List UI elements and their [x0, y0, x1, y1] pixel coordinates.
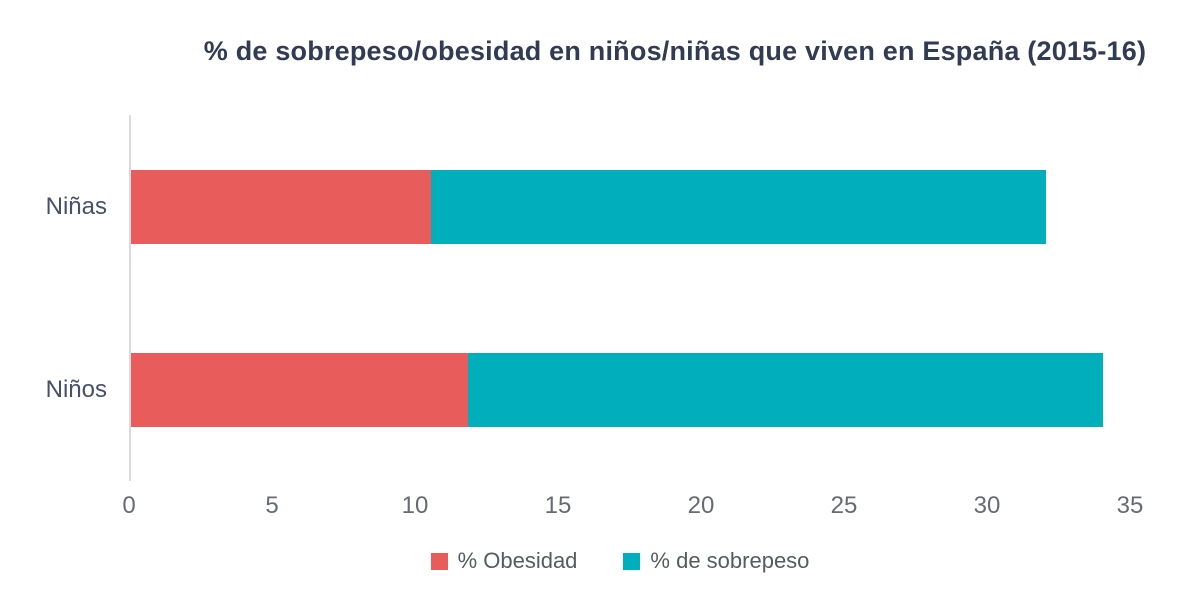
- category-label-niños: Niños: [45, 375, 107, 403]
- plot-area: Niñas Niños: [46, 115, 1132, 481]
- category-label-niñas: Niñas: [45, 192, 107, 220]
- bar-segment-niños: [468, 352, 1104, 427]
- legend-label-sobrepeso: % de sobrepeso: [650, 548, 810, 573]
- x-tick-label: 20: [687, 492, 715, 519]
- legend-item-sobrepeso: % de sobrepeso: [623, 548, 809, 574]
- legend-item-obesidad: % Obesidad: [430, 548, 578, 574]
- x-axis: 0 5 10 15 20 25 30 35: [122, 492, 1143, 524]
- x-tick-label: 30: [973, 492, 1001, 519]
- legend-swatch-sobrepeso-icon: [623, 552, 641, 570]
- bar-segment-niñas: [131, 169, 432, 244]
- x-tick-label: 15: [544, 492, 572, 519]
- x-tick-label: 35: [1116, 492, 1144, 519]
- bar-row-niñas: Niñas: [46, 169, 1132, 244]
- legend-label-obesidad: % Obesidad: [457, 548, 578, 573]
- x-tick-label: 10: [401, 492, 429, 519]
- x-tick-label: 5: [265, 492, 279, 519]
- legend-swatch-obesidad-icon: [430, 552, 448, 570]
- legend: % Obesidad % de sobrepeso: [40, 548, 1200, 574]
- bar-row-niños: Niños: [46, 352, 1132, 427]
- x-tick-label: 0: [122, 492, 136, 519]
- bar-segment-niñas: [431, 169, 1047, 244]
- bar-segment-niños: [131, 352, 469, 427]
- chart-title: % de sobrepeso/obesidad en niños/niñas q…: [203, 36, 1147, 66]
- x-tick-label: 25: [830, 492, 858, 519]
